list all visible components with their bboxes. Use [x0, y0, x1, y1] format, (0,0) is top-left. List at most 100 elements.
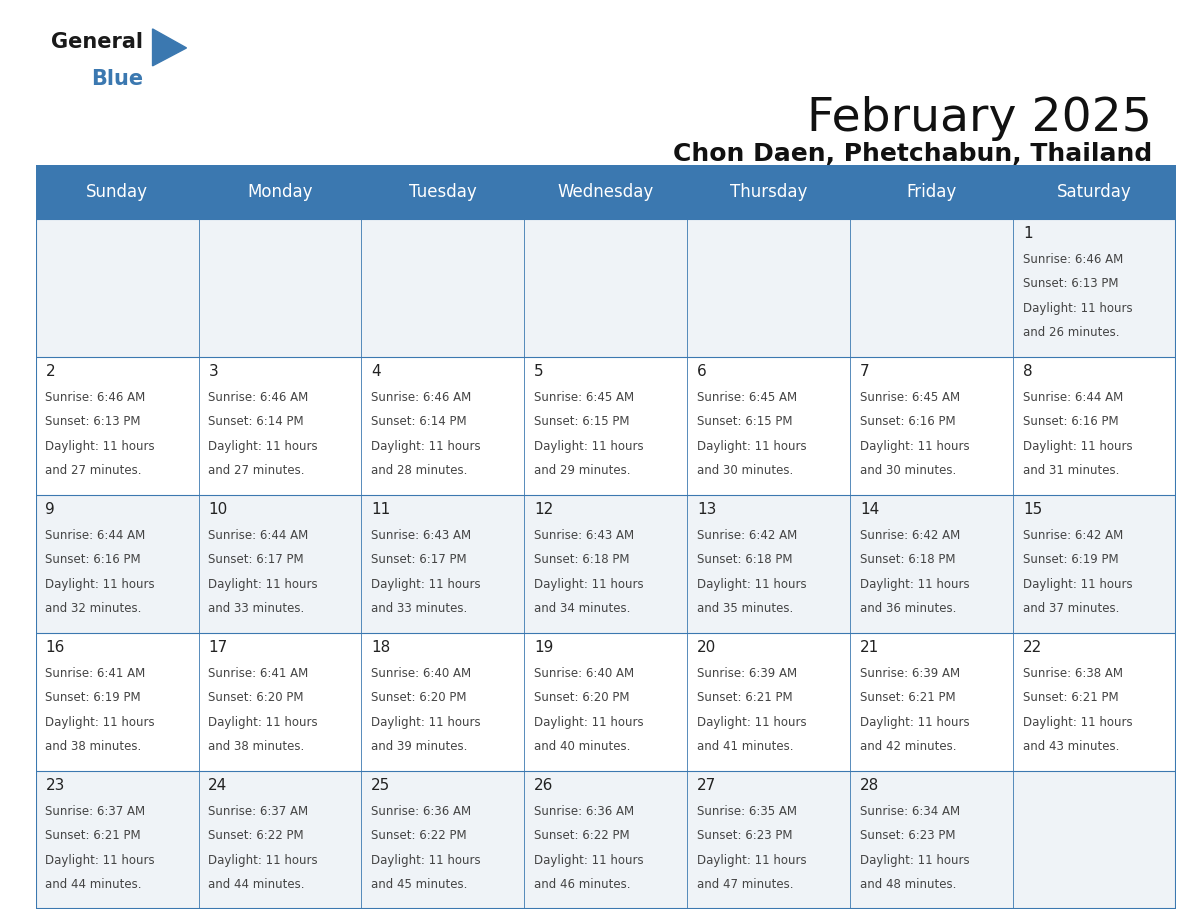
Bar [524, 495, 688, 633]
Text: Sunrise: 6:39 AM: Sunrise: 6:39 AM [860, 667, 960, 680]
Text: Daylight: 11 hours: Daylight: 11 hours [535, 440, 644, 453]
Text: Daylight: 11 hours: Daylight: 11 hours [1023, 302, 1132, 315]
Text: 3: 3 [208, 364, 219, 379]
Bar [36, 771, 198, 909]
Text: Daylight: 11 hours: Daylight: 11 hours [372, 440, 481, 453]
Text: Sunset: 6:20 PM: Sunset: 6:20 PM [372, 691, 467, 704]
Text: 5: 5 [535, 364, 544, 379]
Text: Sunset: 6:15 PM: Sunset: 6:15 PM [535, 416, 630, 429]
Text: Sunset: 6:19 PM: Sunset: 6:19 PM [1023, 554, 1119, 566]
Text: Sunset: 6:13 PM: Sunset: 6:13 PM [45, 416, 141, 429]
Bar [851, 357, 1013, 495]
Bar [198, 633, 361, 771]
Text: Tuesday: Tuesday [409, 183, 476, 201]
Text: and 32 minutes.: and 32 minutes. [45, 602, 141, 615]
Text: 2: 2 [45, 364, 55, 379]
Bar [198, 771, 361, 909]
Text: 23: 23 [45, 778, 65, 793]
Bar [361, 771, 524, 909]
Text: 7: 7 [860, 364, 870, 379]
Text: and 38 minutes.: and 38 minutes. [208, 740, 304, 753]
Bar [36, 633, 198, 771]
Text: Thursday: Thursday [731, 183, 808, 201]
Text: Sunset: 6:22 PM: Sunset: 6:22 PM [372, 830, 467, 843]
Text: and 33 minutes.: and 33 minutes. [372, 602, 468, 615]
Bar [688, 218, 851, 357]
Text: Daylight: 11 hours: Daylight: 11 hours [208, 716, 318, 729]
Text: Daylight: 11 hours: Daylight: 11 hours [697, 854, 807, 867]
Text: 22: 22 [1023, 640, 1042, 655]
Text: and 26 minutes.: and 26 minutes. [1023, 326, 1119, 339]
Bar [361, 495, 524, 633]
Text: Daylight: 11 hours: Daylight: 11 hours [697, 440, 807, 453]
Text: and 44 minutes.: and 44 minutes. [208, 878, 305, 890]
Text: 18: 18 [372, 640, 391, 655]
Text: Sunrise: 6:40 AM: Sunrise: 6:40 AM [372, 667, 472, 680]
Bar [36, 218, 198, 357]
Bar [361, 357, 524, 495]
Text: 24: 24 [208, 778, 228, 793]
Text: and 27 minutes.: and 27 minutes. [208, 464, 305, 476]
Text: Chon Daen, Phetchabun, Thailand: Chon Daen, Phetchabun, Thailand [674, 142, 1152, 166]
Text: Sunset: 6:23 PM: Sunset: 6:23 PM [860, 830, 955, 843]
Text: Daylight: 11 hours: Daylight: 11 hours [372, 716, 481, 729]
Text: Sunrise: 6:38 AM: Sunrise: 6:38 AM [1023, 667, 1123, 680]
Text: Daylight: 11 hours: Daylight: 11 hours [45, 854, 156, 867]
Text: Daylight: 11 hours: Daylight: 11 hours [535, 854, 644, 867]
Text: and 39 minutes.: and 39 minutes. [372, 740, 468, 753]
Text: Sunrise: 6:46 AM: Sunrise: 6:46 AM [372, 391, 472, 404]
Text: Sunrise: 6:41 AM: Sunrise: 6:41 AM [208, 667, 309, 680]
Text: 8: 8 [1023, 364, 1032, 379]
Text: and 40 minutes.: and 40 minutes. [535, 740, 631, 753]
Text: 17: 17 [208, 640, 228, 655]
Bar [361, 218, 524, 357]
Text: Saturday: Saturday [1057, 183, 1132, 201]
Text: Sunrise: 6:44 AM: Sunrise: 6:44 AM [208, 530, 309, 543]
Text: and 35 minutes.: and 35 minutes. [697, 602, 794, 615]
Text: and 42 minutes.: and 42 minutes. [860, 740, 956, 753]
Bar [851, 633, 1013, 771]
Text: and 36 minutes.: and 36 minutes. [860, 602, 956, 615]
Text: Sunrise: 6:43 AM: Sunrise: 6:43 AM [372, 530, 472, 543]
Text: Sunrise: 6:45 AM: Sunrise: 6:45 AM [535, 391, 634, 404]
Text: Sunset: 6:15 PM: Sunset: 6:15 PM [697, 416, 792, 429]
Bar [688, 633, 851, 771]
Text: Sunset: 6:18 PM: Sunset: 6:18 PM [697, 554, 792, 566]
Text: Sunrise: 6:42 AM: Sunrise: 6:42 AM [697, 530, 797, 543]
Text: Sunrise: 6:40 AM: Sunrise: 6:40 AM [535, 667, 634, 680]
Text: Daylight: 11 hours: Daylight: 11 hours [45, 577, 156, 590]
Text: and 33 minutes.: and 33 minutes. [208, 602, 304, 615]
Text: Daylight: 11 hours: Daylight: 11 hours [1023, 716, 1132, 729]
Text: and 43 minutes.: and 43 minutes. [1023, 740, 1119, 753]
Text: 4: 4 [372, 364, 381, 379]
Text: 21: 21 [860, 640, 879, 655]
Bar [688, 771, 851, 909]
Text: and 30 minutes.: and 30 minutes. [697, 464, 794, 476]
Text: Sunset: 6:22 PM: Sunset: 6:22 PM [208, 830, 304, 843]
Bar [198, 357, 361, 495]
Text: Sunrise: 6:34 AM: Sunrise: 6:34 AM [860, 805, 960, 818]
Text: Sunset: 6:17 PM: Sunset: 6:17 PM [208, 554, 304, 566]
Text: and 29 minutes.: and 29 minutes. [535, 464, 631, 476]
Text: Sunrise: 6:35 AM: Sunrise: 6:35 AM [697, 805, 797, 818]
Text: and 48 minutes.: and 48 minutes. [860, 878, 956, 890]
Text: 10: 10 [208, 502, 228, 517]
Text: Sunrise: 6:36 AM: Sunrise: 6:36 AM [372, 805, 472, 818]
Text: 27: 27 [697, 778, 716, 793]
Text: Daylight: 11 hours: Daylight: 11 hours [45, 716, 156, 729]
Bar [524, 633, 688, 771]
Text: Sunrise: 6:44 AM: Sunrise: 6:44 AM [45, 530, 146, 543]
Text: and 38 minutes.: and 38 minutes. [45, 740, 141, 753]
Text: 15: 15 [1023, 502, 1042, 517]
Text: Sunrise: 6:37 AM: Sunrise: 6:37 AM [208, 805, 309, 818]
Text: and 37 minutes.: and 37 minutes. [1023, 602, 1119, 615]
Text: 12: 12 [535, 502, 554, 517]
Text: Wednesday: Wednesday [557, 183, 655, 201]
Text: and 45 minutes.: and 45 minutes. [372, 878, 468, 890]
Text: Daylight: 11 hours: Daylight: 11 hours [535, 577, 644, 590]
Text: Sunset: 6:21 PM: Sunset: 6:21 PM [697, 691, 792, 704]
Text: Sunset: 6:21 PM: Sunset: 6:21 PM [860, 691, 955, 704]
Text: Sunset: 6:20 PM: Sunset: 6:20 PM [535, 691, 630, 704]
Bar [1013, 633, 1176, 771]
Text: Sunrise: 6:37 AM: Sunrise: 6:37 AM [45, 805, 146, 818]
